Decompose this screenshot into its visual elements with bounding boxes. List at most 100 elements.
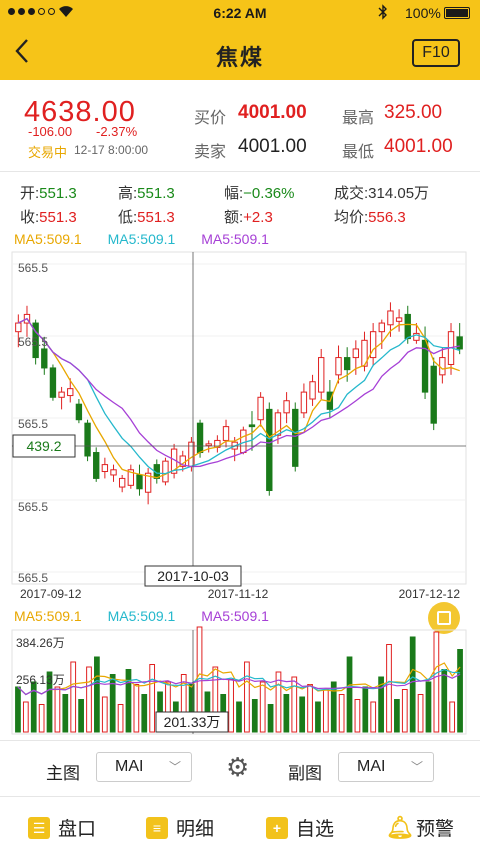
volume-bar xyxy=(386,644,392,733)
ma-legend-2: MA5:509.1 xyxy=(107,231,176,247)
crosshair-date: 2017-10-03 xyxy=(157,568,229,584)
volume-bar xyxy=(109,674,116,733)
candle-body xyxy=(110,469,117,476)
volume-bar xyxy=(236,701,242,733)
candle-body xyxy=(283,400,290,414)
trading-status: 交易中 xyxy=(28,145,68,160)
back-arrow-icon[interactable] xyxy=(14,38,30,69)
candle-body xyxy=(101,464,109,473)
volume-crosshair-box xyxy=(155,711,229,733)
candle-body xyxy=(421,339,429,393)
sub-chart-label: 副图 xyxy=(288,764,322,783)
candlestick-chart[interactable]: 565.5 565.5 565.5 565.5 565.5 2017-09-12 2017… xyxy=(0,250,480,600)
tab-detail-label: 明细 xyxy=(176,819,215,840)
candle-body xyxy=(32,322,39,359)
status-bar: 6:22 AM 100% xyxy=(0,0,480,26)
amount-stat: 额:+2.3 xyxy=(224,209,273,226)
high-stat: 高:551.3 xyxy=(118,185,175,202)
candle-body xyxy=(369,331,377,359)
f10-button[interactable]: F10 xyxy=(412,39,460,67)
volume-bar xyxy=(141,694,148,733)
close-stat: 收:551.3 xyxy=(20,209,77,226)
volume-bar xyxy=(307,684,313,733)
volume-ma-line-1 xyxy=(17,662,461,696)
sub-chart-select[interactable]: MAI ﹀ xyxy=(338,752,434,782)
candle-body xyxy=(84,422,91,457)
volume-bar xyxy=(338,694,345,733)
candle-body xyxy=(49,367,57,398)
avg-stat: 均价:556.3 xyxy=(334,209,406,226)
signal-icon xyxy=(8,8,55,15)
y-tick-label: 565.5 xyxy=(18,500,48,514)
volume-bar xyxy=(322,689,329,733)
add-watchlist-icon: + xyxy=(266,816,288,839)
candle-body xyxy=(439,357,446,376)
tab-detail[interactable]: ≡ 明细 xyxy=(146,814,214,841)
candle-body xyxy=(318,357,325,393)
candle-body xyxy=(300,391,308,414)
volume-chart[interactable]: 384.26万 256.13万 201.33万 xyxy=(0,626,480,738)
tab-orderbook[interactable]: ☰ 盘口 xyxy=(28,814,96,841)
wifi-icon xyxy=(58,4,74,21)
ma-legend-3: MA5:509.1 xyxy=(201,231,269,247)
candle-body xyxy=(15,322,22,333)
volume-bar xyxy=(433,631,440,733)
price-change-percent: -2.37% xyxy=(96,124,138,139)
volume-bar xyxy=(15,686,21,733)
volume-bar xyxy=(22,701,29,733)
candle-body xyxy=(257,396,264,421)
candle-body xyxy=(248,424,256,428)
tab-watchlist[interactable]: + 自选 xyxy=(266,814,334,841)
volume-bar xyxy=(394,699,400,733)
volume-bar xyxy=(244,661,250,733)
tab-alert[interactable]: 🔔︎ 预警 xyxy=(386,814,454,841)
main-chart-select[interactable]: MAI ﹀ xyxy=(96,752,192,782)
x-tick-label: 2017-12-12 xyxy=(399,587,461,600)
y-tick-label: 565.5 xyxy=(18,571,48,585)
ma-line-3 xyxy=(18,317,460,468)
volume-bar xyxy=(417,694,424,733)
gear-icon[interactable]: ⚙ xyxy=(226,752,250,782)
fullscreen-icon[interactable] xyxy=(428,602,460,634)
x-tick-label: 2017-11-12 xyxy=(208,587,269,600)
candle-body xyxy=(378,322,385,333)
ma-line-1 xyxy=(18,317,460,479)
page-title: 焦煤 xyxy=(215,45,264,70)
low-value: 4001.00 xyxy=(384,136,453,157)
chevron-down-icon: ﹀ xyxy=(410,760,423,774)
crosshair-value: 439.2 xyxy=(26,438,61,454)
candle-body xyxy=(144,472,152,493)
volume-bar xyxy=(149,664,156,733)
chevron-down-icon: ﹀ xyxy=(168,760,181,774)
candle-body xyxy=(162,460,169,483)
buy-price-label: 买价 xyxy=(194,110,227,127)
nav-bar: 焦煤 F10 xyxy=(0,26,480,80)
low-stat: 低:551.3 xyxy=(118,209,175,226)
detail-icon: ≡ xyxy=(146,816,168,839)
sell-price-value: 4001.00 xyxy=(238,136,307,157)
crosshair-date-box xyxy=(144,565,242,587)
tab-alert-label: 预警 xyxy=(416,819,455,840)
status-time: 6:22 AM xyxy=(213,5,267,21)
y-tick-label: 565.5 xyxy=(18,417,48,431)
volume-bar xyxy=(370,701,377,733)
tab-orderbook-label: 盘口 xyxy=(58,819,97,840)
volume-stat: 成交:314.05万 xyxy=(334,185,430,202)
volume-bar xyxy=(330,681,337,733)
candle-body xyxy=(309,381,316,400)
main-chart-select-value: MAI xyxy=(115,758,144,775)
high-value: 325.00 xyxy=(384,102,443,123)
volume-bar xyxy=(251,699,258,733)
orderbook-icon: ☰ xyxy=(28,816,50,839)
candle-body xyxy=(456,336,463,350)
sub-chart-select-value: MAI xyxy=(357,758,386,775)
candle-body xyxy=(387,310,394,326)
battery-percent: 100% xyxy=(405,5,441,21)
candle-body xyxy=(75,403,83,421)
candle-body xyxy=(352,348,360,359)
volume-bar xyxy=(315,701,321,733)
volume-bar xyxy=(378,676,384,733)
volume-bar xyxy=(346,656,353,733)
quote-panel: 4638.00 -106.00 -2.37% 交易中 12-17 8:00:00… xyxy=(0,80,480,172)
x-tick-label: 2017-09-12 xyxy=(20,587,82,600)
